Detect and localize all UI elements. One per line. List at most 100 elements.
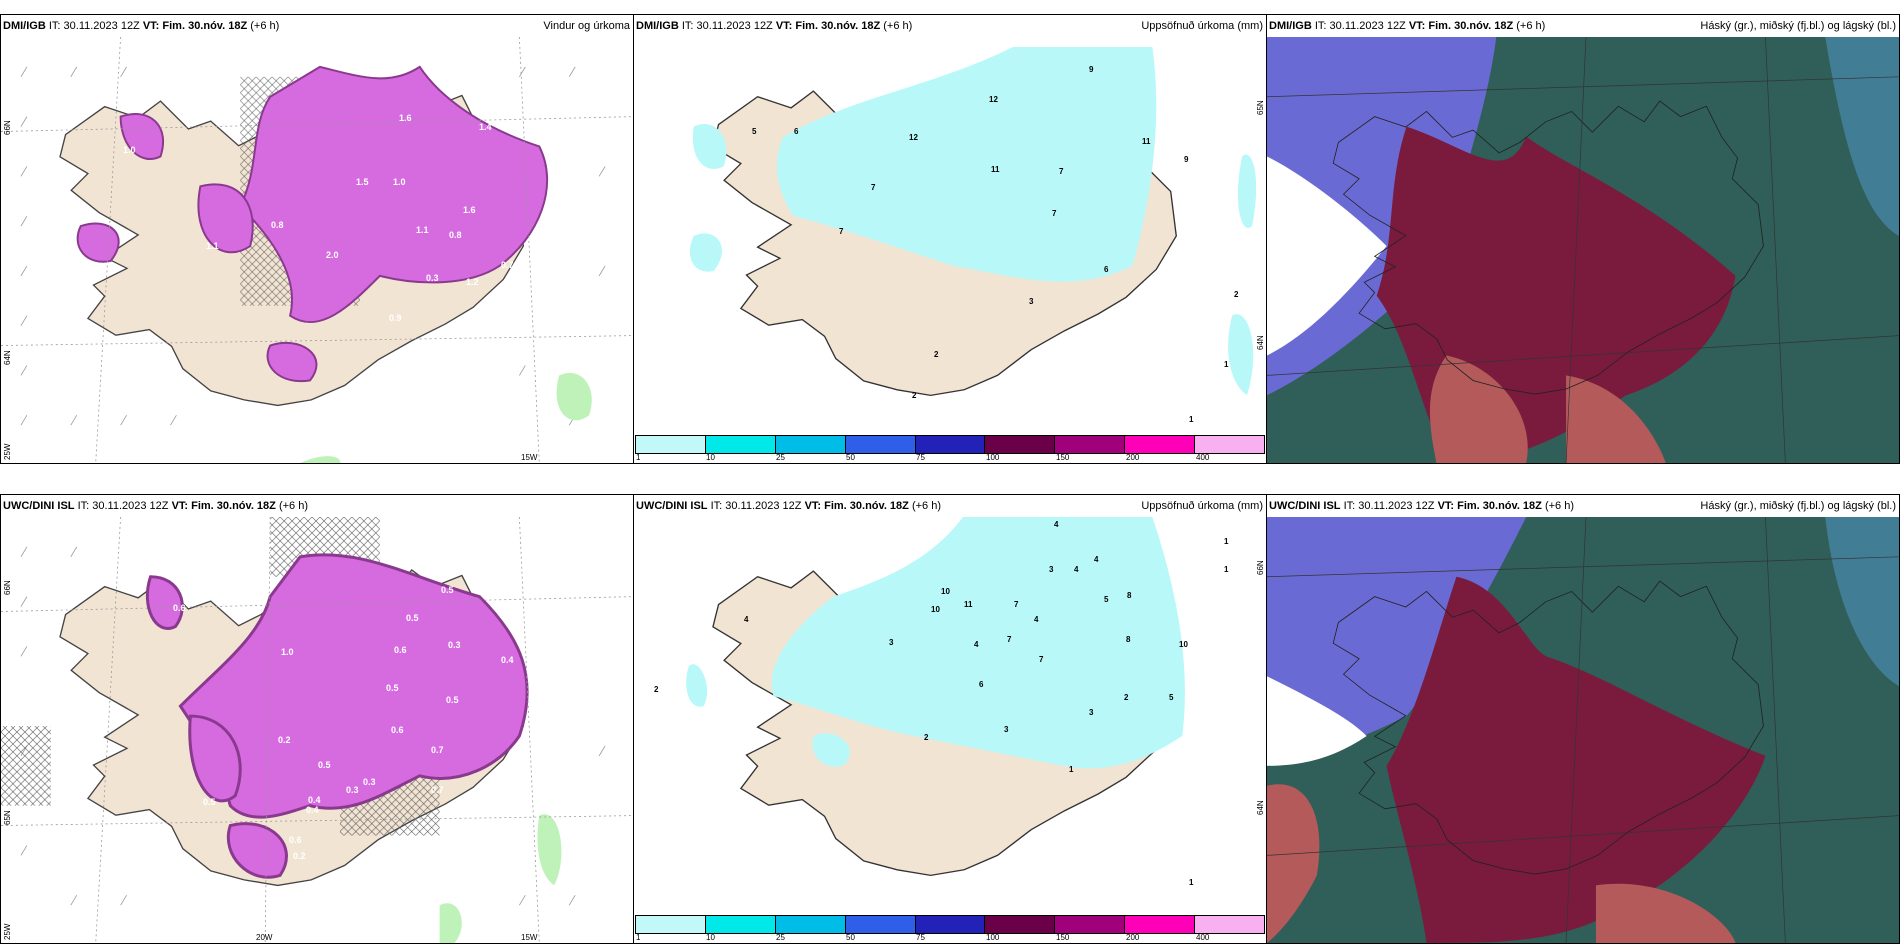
map-value: 5 <box>1104 595 1109 604</box>
map-panel-wind-precip-uwc: UWC/DINI ISL IT: 30.11.2023 12Z VT: Fim.… <box>0 494 634 944</box>
map-value: 8 <box>1127 591 1132 600</box>
panel-header: DMI/IGB IT: 30.11.2023 12Z VT: Fim. 30.n… <box>634 15 1266 37</box>
map-value: 0.6 <box>173 603 186 613</box>
colorbar-label: 1 <box>636 933 641 942</box>
colorbar-swatch <box>705 916 776 933</box>
map-value: 3 <box>889 638 894 647</box>
lat-label-65n: 65N <box>1256 100 1265 115</box>
colorbar-swatch <box>915 916 986 933</box>
colorbar: 1 10 25 50 75 100 150 200 400 <box>634 435 1266 463</box>
colorbar-swatch <box>1125 916 1196 933</box>
map-value: 2 <box>924 733 929 742</box>
colorbar-swatch <box>1195 916 1265 933</box>
vt-label: VT: <box>142 20 160 32</box>
map-value: 4 <box>1074 565 1079 574</box>
map-value: 1.5 <box>356 177 369 187</box>
colorbar-label: 10 <box>706 453 715 462</box>
init-time: 30.11.2023 12Z <box>1329 20 1406 32</box>
map-value: 2 <box>654 685 659 694</box>
colorbar-swatch <box>915 436 986 453</box>
map-value: 0.3 <box>346 785 359 795</box>
map-panel-accum-precip-uwc: UWC/DINI ISL IT: 30.11.2023 12Z VT: Fim.… <box>633 494 1267 944</box>
vt-label: VT: <box>1437 500 1455 512</box>
source-label: UWC/DINI ISL <box>1269 500 1341 512</box>
map-value: 7 <box>1007 635 1012 644</box>
panel-header: DMI/IGB IT: 30.11.2023 12Z VT: Fim. 30.n… <box>1267 15 1899 37</box>
map-value: 11 <box>964 600 973 609</box>
map-value: 2.0 <box>326 250 339 260</box>
map-value: 1.4 <box>479 122 492 132</box>
valid-time: Fim. 30.nóv. 18Z <box>162 20 248 32</box>
map-value: 0.6 <box>394 645 407 655</box>
map-value: 1.6 <box>463 205 476 215</box>
product-title: Vindur og úrkoma <box>543 20 630 32</box>
panel-header: UWC/DINI ISL IT: 30.11.2023 12Z VT: Fim.… <box>1 495 633 517</box>
it-label: IT: <box>1343 500 1356 512</box>
map-value: 0.5 <box>203 797 216 807</box>
lead-time: (+6 h) <box>250 20 280 32</box>
valid-time: Fim. 30.nóv. 18Z <box>191 500 276 512</box>
source-label: DMI/IGB <box>636 20 679 32</box>
lat-label-64n: 64N <box>1256 800 1265 815</box>
map-value: 4 <box>744 615 749 624</box>
colorbar-swatch <box>845 436 916 453</box>
map-value: 1 <box>1189 415 1194 424</box>
map-value: 0.4 <box>501 655 514 665</box>
source-label: DMI/IGB <box>3 20 46 32</box>
map-value: 1.0 <box>393 177 406 187</box>
colorbar-label: 200 <box>1126 453 1140 462</box>
map-value: 2 <box>934 350 939 359</box>
map-value: 0.2 <box>293 851 306 861</box>
map-value: 1 <box>1224 565 1229 574</box>
map-value: 0.4 <box>308 795 321 805</box>
map-value: 1 <box>1069 765 1074 774</box>
colorbar-swatch <box>775 436 846 453</box>
map-panel-clouds-uwc: UWC/DINI ISL IT: 30.11.2023 12Z VT: Fim.… <box>1266 494 1900 944</box>
map-value: 0.7 <box>501 260 514 270</box>
map-value: 0.6 <box>391 725 404 735</box>
product-title: Háský (gr.), miðský (fj.bl.) og lágský (… <box>1700 500 1896 512</box>
map-value: 1 <box>1224 537 1229 546</box>
map-value: 7 <box>871 183 876 192</box>
map-value: 11 <box>991 165 1000 174</box>
colorbar-label: 400 <box>1196 453 1210 462</box>
it-label: IT: <box>48 20 61 32</box>
map-value: 3 <box>1029 297 1034 306</box>
lead-time: (+6 h) <box>1516 20 1546 32</box>
colorbar-swatch <box>775 916 846 933</box>
colorbar-swatch <box>636 436 706 453</box>
map-value: 1.2 <box>466 277 479 287</box>
it-label: IT: <box>77 500 90 512</box>
map-value: 0.4 <box>306 805 319 815</box>
map-value: 0.5 <box>318 760 331 770</box>
map-value: 9 <box>1089 65 1094 74</box>
map-value: 0.3 <box>426 273 439 283</box>
source-label: UWC/DINI ISL <box>636 500 708 512</box>
map-value: 7 <box>1052 209 1057 218</box>
map-value: 10 <box>931 605 940 614</box>
lat-label-66n: 66N <box>3 120 12 135</box>
map-value: 2 <box>1124 693 1129 702</box>
colorbar-label: 25 <box>776 933 785 942</box>
colorbar-labels: 1 10 25 50 75 100 150 200 400 <box>635 453 1265 463</box>
map-value: 0.7 <box>424 565 437 575</box>
it-label: IT: <box>681 20 694 32</box>
colorbar-label: 10 <box>706 933 715 942</box>
vt-label: VT: <box>1408 20 1426 32</box>
lead-time: (+6 h) <box>1544 500 1575 512</box>
map-panel-clouds-dmi: DMI/IGB IT: 30.11.2023 12Z VT: Fim. 30.n… <box>1266 14 1900 464</box>
map-value: 2 <box>1234 290 1239 299</box>
map-value: 0.8 <box>589 537 602 547</box>
lead-time: (+6 h) <box>911 500 942 512</box>
map-panel-accum-precip-dmi: DMI/IGB IT: 30.11.2023 12Z VT: Fim. 30.n… <box>633 14 1267 464</box>
map-value: 1.0 <box>281 647 294 657</box>
map-value: 0.8 <box>271 220 284 230</box>
colorbar-swatch <box>985 916 1056 933</box>
valid-time: Fim. 30.nóv. 18Z <box>795 20 881 32</box>
colorbar-label: 1 <box>636 453 641 462</box>
lat-label-66n: 66N <box>3 580 12 595</box>
map-value: 1.6 <box>399 113 412 123</box>
colorbar-swatch <box>1055 916 1126 933</box>
colorbar-label: 75 <box>916 933 925 942</box>
map-value: 7 <box>1014 600 1019 609</box>
